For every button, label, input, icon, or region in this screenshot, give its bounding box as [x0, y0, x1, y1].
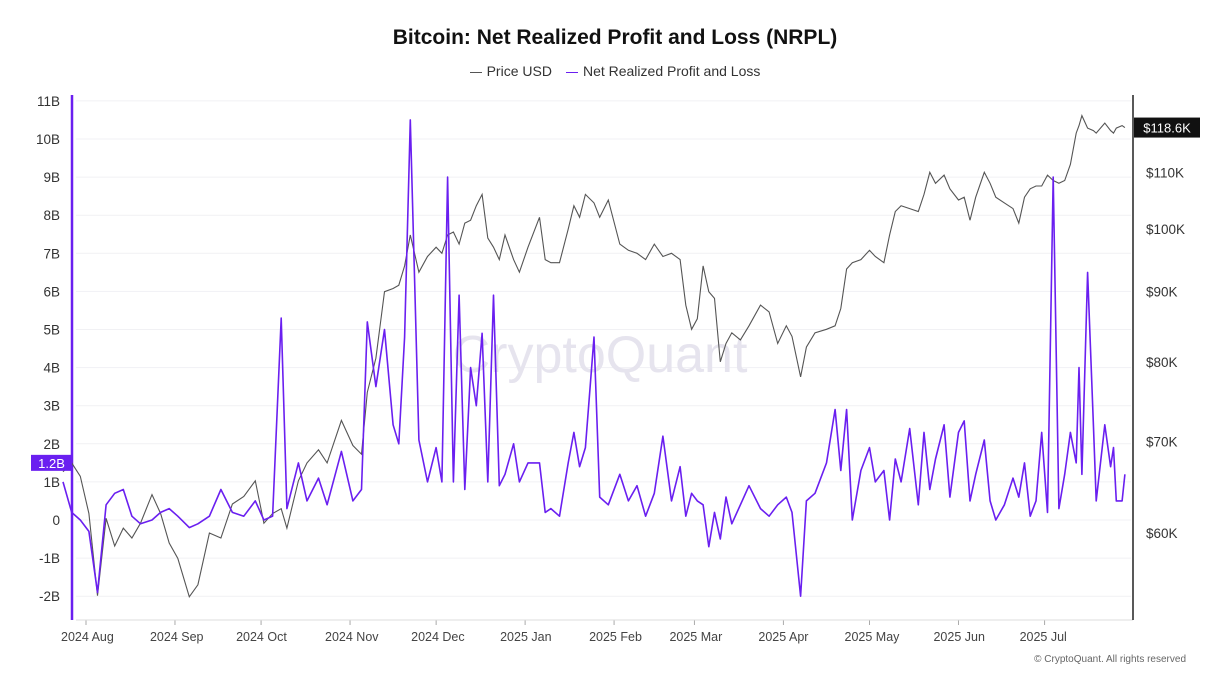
x-tick-label: 2025 Apr — [758, 630, 808, 644]
left-tick-label: 8B — [43, 208, 60, 223]
legend: Price USD Net Realized Profit and Loss — [0, 63, 1230, 79]
left-tick-label: 9B — [43, 170, 60, 185]
chart-title: Bitcoin: Net Realized Profit and Loss (N… — [392, 26, 838, 49]
x-tick-label: 2025 Jun — [933, 630, 984, 644]
left-tick-label: 1B — [43, 475, 60, 490]
right-tick-label: $100K — [1146, 222, 1185, 237]
legend-label-price: Price USD — [486, 63, 552, 79]
price-last-value-label: $118.6K — [1143, 121, 1191, 136]
right-tick-label: $80K — [1146, 355, 1178, 370]
left-tick-label: 4B — [43, 361, 60, 376]
legend-item-nrpl[interactable]: Net Realized Profit and Loss — [565, 63, 761, 79]
legend-swatch-price — [469, 71, 482, 73]
x-tick-label: 2025 Mar — [669, 630, 722, 644]
left-tick-label: 0 — [52, 513, 60, 528]
right-tick-label: $70K — [1146, 434, 1178, 449]
nrpl-last-value-badge — [31, 454, 72, 471]
left-tick-label: 11B — [37, 94, 60, 109]
x-tick-label: 2024 Nov — [325, 630, 379, 644]
left-tick-label: -1B — [39, 551, 60, 566]
left-tick-label: 5B — [43, 323, 60, 338]
x-tick-label: 2025 May — [845, 630, 901, 644]
legend-label-nrpl: Net Realized Profit and Loss — [582, 63, 761, 79]
x-tick-label: 2025 Jan — [500, 630, 551, 644]
right-tick-label: $60K — [1146, 526, 1178, 541]
x-tick-label: 2024 Sep — [150, 630, 204, 644]
left-tick-label: 10B — [36, 132, 60, 147]
nrpl-last-value-label: 1.2B — [38, 456, 65, 471]
left-tick-label: 3B — [43, 399, 60, 414]
x-tick-label: 2024 Dec — [411, 630, 465, 644]
x-tick-label: 2024 Aug — [61, 630, 114, 644]
legend-item-price[interactable]: Price USD — [469, 63, 552, 79]
legend-swatch-nrpl — [565, 71, 578, 73]
left-tick-label: 7B — [43, 246, 60, 261]
watermark: CryptoQuant — [453, 326, 748, 384]
left-tick-label: 6B — [43, 284, 60, 299]
x-tick-label: 2024 Oct — [236, 630, 287, 644]
price-last-value-badge — [1134, 117, 1200, 138]
nrpl-line — [62, 119, 1126, 597]
left-tick-label: -2B — [39, 589, 60, 604]
x-tick-label: 2025 Jul — [1020, 630, 1067, 644]
copyright: © CryptoQuant. All rights reserved — [1034, 654, 1186, 665]
right-tick-label: $110K — [1146, 165, 1184, 180]
x-tick-label: 2025 Feb — [589, 630, 642, 644]
right-tick-label: $90K — [1146, 285, 1178, 300]
left-tick-label: 2B — [43, 437, 60, 452]
price-line — [62, 114, 1126, 599]
